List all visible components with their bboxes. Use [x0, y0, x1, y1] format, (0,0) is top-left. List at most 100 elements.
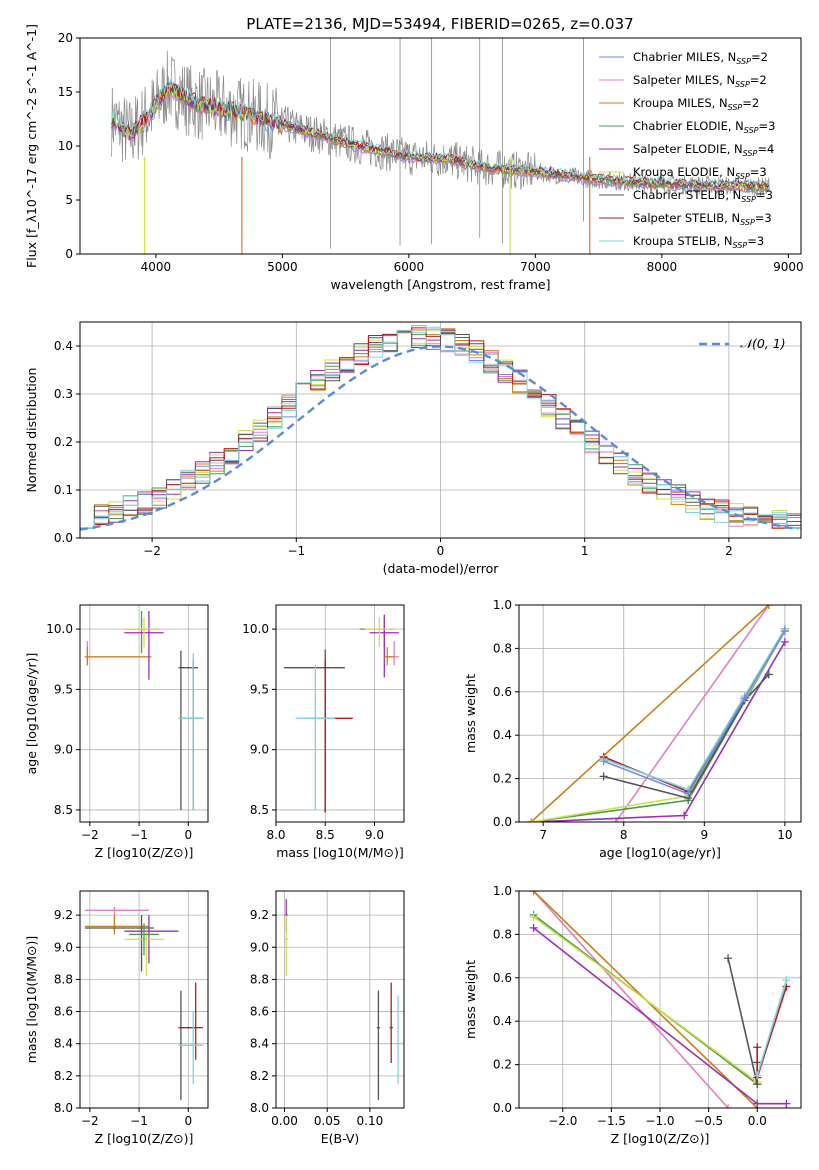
y-axis-label: mass weight — [463, 674, 478, 753]
y-tick-label: 8.6 — [250, 1005, 269, 1019]
axes-frame — [518, 604, 802, 823]
legend-entry: Kroupa MILES, NSSP=2 — [633, 96, 759, 112]
y-tick-label: 8.5 — [250, 803, 269, 817]
y-tick-label: 0.0 — [54, 531, 73, 545]
y-tick-label: 0.2 — [493, 772, 512, 786]
x-tick-label: −2 — [81, 828, 99, 842]
x-axis-label: Z [log10(Z/Z⊙)] — [95, 1131, 194, 1146]
x-tick-label: −1.0 — [645, 1114, 674, 1128]
x-tick-label: −2 — [143, 544, 161, 558]
age_vs_Z-plot-area — [84, 611, 204, 810]
y-tick-label: 9.0 — [54, 743, 73, 757]
y-tick-label: 0.8 — [493, 927, 512, 941]
x-tick-label: 2 — [725, 544, 733, 558]
y-tick-label: 9.0 — [54, 940, 73, 954]
y-tick-label: 0.3 — [54, 387, 73, 401]
y-tick-label: 8.2 — [250, 1069, 269, 1083]
y-tick-label: 8.4 — [250, 1037, 269, 1051]
errorbar-point — [178, 982, 204, 1060]
series-marker — [599, 757, 608, 766]
errorbar-point — [364, 617, 395, 648]
x-tick-label: 8 — [620, 828, 628, 842]
series-marker — [527, 818, 536, 822]
legend-entry: Salpeter MILES, NSSP=2 — [633, 73, 767, 89]
series-line — [530, 630, 786, 822]
y-tick-label: 0.0 — [493, 815, 512, 829]
series-line — [603, 673, 770, 800]
y-tick-label: 0.8 — [493, 641, 512, 655]
y-tick-label: 8.8 — [250, 972, 269, 986]
x-tick-label: −1 — [130, 1114, 148, 1128]
y-tick-label: 9.0 — [250, 940, 269, 954]
series-marker — [780, 627, 789, 636]
series-marker — [764, 605, 773, 609]
errorbar-point — [284, 915, 288, 977]
series-marker — [753, 1071, 762, 1080]
series-line — [530, 605, 770, 822]
x-tick-label: 0.00 — [271, 1114, 298, 1128]
errorbar-point — [384, 647, 395, 666]
x-tick-label: −2 — [81, 1114, 99, 1128]
series-marker — [764, 670, 773, 679]
residuals-plot-area — [80, 325, 801, 531]
x-tick-label: 8000 — [647, 260, 678, 274]
y-tick-label: 8.6 — [54, 1005, 73, 1019]
errorbar-point — [178, 650, 199, 810]
series-marker — [724, 1104, 733, 1108]
y-tick-label: 9.5 — [250, 682, 269, 696]
errorbar-point — [295, 665, 336, 810]
normal-curve — [80, 345, 799, 531]
axes-frame — [275, 890, 405, 1109]
series-line — [533, 916, 758, 1083]
x-tick-label: 7 — [539, 828, 547, 842]
massweight_vs_Z-panel: −2.0 −1.5 −1.0 −0.5 0.0 0.0 0.2 0.4 0.6 0.8 1.0 Z [… — [463, 884, 802, 1146]
errorbar-point — [178, 659, 204, 810]
errorbar-point — [283, 649, 345, 813]
y-tick-label: 0.6 — [493, 685, 512, 699]
y-tick-label: 0.4 — [54, 339, 73, 353]
axes-frame — [79, 604, 209, 823]
y-tick-label: 5 — [65, 193, 73, 207]
y-tick-label: 9.2 — [54, 908, 73, 922]
legend-entry: Kroupa STELIB, NSSP=3 — [633, 234, 764, 250]
x-tick-label: 0 — [437, 544, 445, 558]
x-axis-label: Z [log10(Z/Z⊙)] — [95, 845, 194, 860]
y-axis-label: Normed distribution — [24, 368, 39, 493]
spectrum-data-line — [111, 50, 770, 197]
y-tick-label: 8.0 — [54, 1101, 73, 1115]
errorbar-point — [369, 614, 400, 678]
errorbar-point — [129, 923, 159, 956]
spectrum-model-kroupa-stelib — [111, 78, 770, 187]
x-axis-label: E(B-V) — [321, 1131, 360, 1146]
series-line — [533, 891, 729, 1108]
y-tick-label: 8.5 — [54, 803, 73, 817]
y-tick-label: 8.8 — [54, 972, 73, 986]
massweight_vs_age-plot-area — [527, 605, 789, 822]
x-tick-label: −1.5 — [597, 1114, 626, 1128]
y-tick-label: 0 — [65, 247, 73, 261]
x-tick-label: −2.0 — [548, 1114, 577, 1128]
series-line — [531, 641, 786, 822]
errorbar-point — [178, 653, 204, 810]
figure-title: PLATE=2136, MJD=53494, FIBERID=0265, z=0… — [246, 15, 633, 33]
series-marker — [753, 1099, 762, 1108]
x-tick-label: 0 — [184, 1114, 192, 1128]
errorbar-point — [376, 990, 381, 1100]
spectrum-plot-area — [111, 38, 770, 254]
legend-entry: Chabrier ELODIE, NSSP=3 — [633, 119, 775, 135]
x-tick-label: 10 — [777, 828, 792, 842]
x-tick-label: 4000 — [141, 260, 172, 274]
y-tick-label: 8.4 — [54, 1037, 73, 1051]
y-tick-label: 9.5 — [54, 682, 73, 696]
y-tick-label: 9.2 — [250, 908, 269, 922]
series-marker — [684, 789, 693, 798]
y-axis-label: mass weight — [463, 960, 478, 1039]
massweight_vs_Z-plot-area — [529, 891, 791, 1108]
y-tick-label: 0.2 — [493, 1058, 512, 1072]
legend-entry: Chabrier MILES, NSSP=2 — [633, 50, 768, 66]
errorbar-point — [84, 915, 154, 972]
x-axis-label: age [log10(age/yr)] — [599, 845, 721, 860]
age_vs_mass-plot-area — [283, 614, 400, 813]
y-tick-label: 8.2 — [54, 1069, 73, 1083]
